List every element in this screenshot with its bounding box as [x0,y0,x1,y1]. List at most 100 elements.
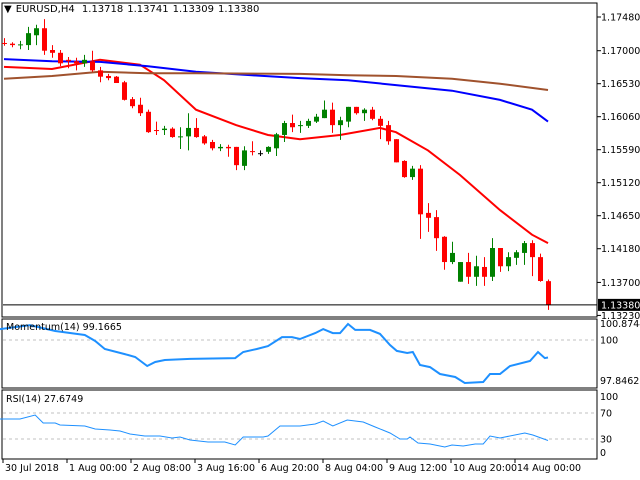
candle-body [210,141,215,149]
candle-body [170,128,175,138]
candle [418,165,423,239]
candle-body [394,139,399,163]
candle [362,108,367,121]
momentum-label: Momentum(14) 99.1665 [6,322,122,333]
candle [282,120,287,142]
candle [402,160,407,178]
candle-body [162,128,167,131]
time-axis-label: 6 Aug 20:00 [261,463,319,474]
moving-averages [3,58,549,244]
moving-average-line [3,70,549,91]
ohlc-low: 1.13309 [172,4,214,15]
candle-body [506,257,511,267]
candle [450,241,455,265]
candle-body [34,28,39,36]
current-price-box [598,298,640,311]
candle-body [378,118,383,126]
candle-body [418,168,423,215]
candle-body [42,28,47,51]
candle [234,146,239,171]
candle [122,80,127,101]
candle-body [338,120,343,126]
candle-body [434,217,439,239]
candle-body [442,236,447,263]
moving-average-line [3,58,549,244]
candle-body [218,146,223,149]
candle [530,240,535,277]
candle-body [370,109,375,119]
candle-body [2,42,7,44]
dropdown-triangle-icon[interactable]: ▼ [4,4,12,15]
candle [426,203,431,232]
candle-body [266,146,271,152]
candle [354,106,359,115]
candle-body [482,266,487,277]
ohlc-open: 1.13718 [81,4,124,15]
candle [34,24,39,46]
candle [42,19,47,55]
candle [266,146,271,154]
candle-body [178,136,183,138]
momentum-pane [1,318,598,389]
candle-body [26,33,31,46]
candle [322,100,327,119]
candle [130,97,135,109]
rsi-axis-label: 100 [600,392,618,403]
price-tick-label: 1.14180 [601,244,640,255]
candle [66,57,71,69]
candle-body [186,127,191,137]
candle [522,240,527,265]
candle-body [314,116,319,122]
momentum-line [0,322,549,385]
candle [274,132,279,157]
candle-body [330,109,335,126]
current-price-label: 1.13380 [601,300,640,311]
candle-body [90,61,95,71]
candle [18,40,23,50]
price-tick-label: 1.15590 [601,145,640,156]
candle [538,253,543,282]
candle-body [290,123,295,128]
candle-body [474,266,479,277]
candle-body [458,262,463,282]
candle [58,50,63,67]
candle-body [106,75,111,79]
candle-body [194,127,199,138]
candle [258,150,263,157]
candle-body [538,257,543,282]
candle [410,165,415,180]
candle [74,57,79,71]
candle-body [234,146,239,166]
candle [154,121,159,135]
ohlc-high: 1.13741 [127,4,169,15]
candle-body [202,136,207,144]
price-tick-label: 1.14650 [601,211,640,222]
candle-body [410,168,415,178]
candle [346,106,351,128]
time-axis-label: 3 Aug 16:00 [197,463,255,474]
candle-body [130,99,135,107]
candle-body [546,281,551,305]
rsi-axis-label: 30 [600,435,612,446]
candle-body [98,70,103,77]
candle [314,113,319,124]
candle-body [74,61,79,64]
candle-body [250,151,255,153]
candle-body [122,82,127,100]
price-tick-label: 1.17480 [601,13,640,24]
candle-body [226,146,231,149]
candle [474,255,479,286]
momentum-axis-label: 97.8462 [600,376,639,387]
candle-body [498,248,503,267]
candle [306,118,311,128]
candle [514,250,519,265]
time-axis-label: 9 Aug 12:00 [389,463,447,474]
symbol-timeframe: EURUSD,H4 [15,4,75,15]
momentum-axis-label: 100 [600,336,618,347]
candle [466,252,471,284]
candles [2,19,551,310]
candle-body [82,59,87,64]
rsi-pane [1,389,598,460]
price-tick-label: 1.17000 [601,46,640,57]
